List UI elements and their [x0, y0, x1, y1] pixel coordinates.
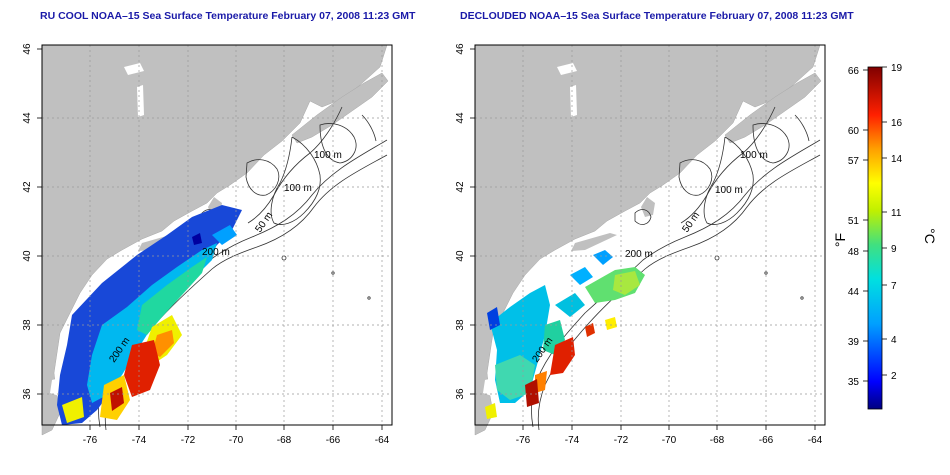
svg-text:11: 11 — [891, 208, 902, 219]
svg-text:4: 4 — [891, 335, 897, 346]
svg-text:35: 35 — [848, 377, 860, 388]
svg-text:-70: -70 — [662, 435, 677, 446]
svg-text:38: 38 — [22, 319, 33, 331]
svg-text:-76: -76 — [516, 435, 531, 446]
svg-text:60: 60 — [848, 126, 860, 137]
svg-text:44: 44 — [455, 112, 466, 124]
contour-label: 100 m — [284, 183, 312, 194]
contour-label: 100 m — [740, 150, 768, 161]
svg-text:14: 14 — [891, 154, 903, 165]
svg-text:7: 7 — [891, 281, 897, 292]
contour-label: 200 m — [530, 336, 555, 365]
celsius-unit-label: °C — [922, 228, 938, 244]
svg-text:36: 36 — [455, 388, 466, 400]
x-axis-ticks: -76 -74 -72 -70 -68 -66 -64 — [516, 435, 823, 446]
svg-text:46: 46 — [22, 43, 33, 55]
colorbar: 66 60 57 51 48 44 39 35 19 16 14 11 9 7 … — [832, 63, 938, 410]
svg-text:48: 48 — [848, 247, 860, 258]
svg-text:46: 46 — [455, 43, 466, 55]
sst-layer-raw — [57, 205, 242, 425]
svg-text:-68: -68 — [710, 435, 725, 446]
map-panel-2: 100 m 100 m 50 m 200 m 200 m -76 -74 -72… — [455, 43, 826, 446]
contour-label: 200 m — [202, 247, 230, 258]
x-axis-ticks: -76 -74 -72 -70 -68 -66 -64 — [83, 435, 390, 446]
contour-label: 200 m — [625, 249, 653, 260]
colorbar-f-ticks: 66 60 57 51 48 44 39 35 — [848, 66, 860, 388]
svg-text:-74: -74 — [565, 435, 580, 446]
y-axis-ticks: 46 44 42 40 38 36 — [22, 43, 33, 400]
y-axis-ticks: 46 44 42 40 38 36 — [455, 43, 466, 400]
colorbar-c-ticks: 19 16 14 11 9 7 4 2 — [891, 63, 903, 382]
contour-label: 50 m — [680, 210, 702, 235]
svg-text:36: 36 — [22, 388, 33, 400]
svg-text:2: 2 — [891, 371, 897, 382]
svg-text:-66: -66 — [759, 435, 774, 446]
svg-text:44: 44 — [22, 112, 33, 124]
svg-text:-72: -72 — [181, 435, 196, 446]
sst-layer-declouded — [485, 250, 645, 419]
svg-text:19: 19 — [891, 63, 903, 74]
svg-text:-72: -72 — [614, 435, 629, 446]
svg-text:44: 44 — [848, 287, 860, 298]
svg-text:40: 40 — [22, 250, 33, 262]
panel-1-title: RU COOL NOAA–15 Sea Surface Temperature … — [40, 10, 416, 22]
svg-text:-64: -64 — [375, 435, 390, 446]
svg-text:-64: -64 — [808, 435, 823, 446]
contour-label: 100 m — [314, 150, 342, 161]
svg-text:9: 9 — [891, 244, 897, 255]
panel-2-title: DECLOUDED NOAA–15 Sea Surface Temperatur… — [460, 10, 854, 22]
svg-text:42: 42 — [455, 181, 466, 193]
svg-text:42: 42 — [22, 181, 33, 193]
colorbar-gradient — [867, 66, 883, 410]
map-panel-1: 100 m 100 m 50 m 200 m 200 m -76 -74 -72… — [22, 43, 393, 446]
svg-text:51: 51 — [848, 216, 860, 227]
svg-text:-66: -66 — [326, 435, 341, 446]
contour-label: 100 m — [715, 185, 743, 196]
contour-label: 50 m — [253, 210, 275, 235]
svg-text:39: 39 — [848, 337, 860, 348]
fahrenheit-unit-label: °F — [832, 233, 848, 247]
svg-text:66: 66 — [848, 66, 860, 77]
svg-text:40: 40 — [455, 250, 466, 262]
svg-text:-68: -68 — [277, 435, 292, 446]
svg-text:57: 57 — [848, 156, 860, 167]
svg-text:38: 38 — [455, 319, 466, 331]
svg-text:-76: -76 — [83, 435, 98, 446]
svg-text:16: 16 — [891, 118, 903, 129]
svg-text:-70: -70 — [229, 435, 244, 446]
svg-text:-74: -74 — [132, 435, 147, 446]
contour-label: 200 m — [107, 336, 132, 365]
